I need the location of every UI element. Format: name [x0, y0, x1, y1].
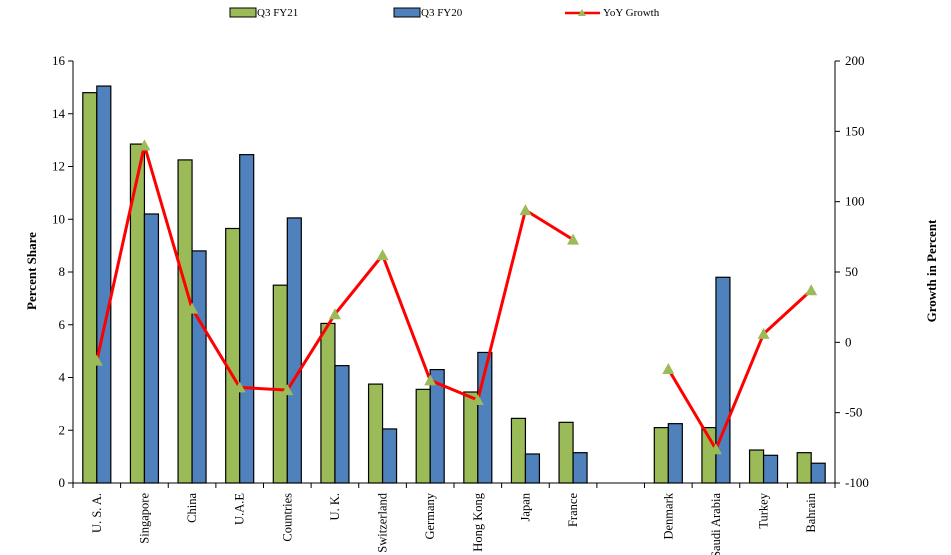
bar-q3-fy20-10	[572, 452, 588, 484]
category-labels: U. S. A. Singapore China U.A.E Countries U. K…	[90, 492, 818, 555]
bar-q3-fy20-14	[762, 454, 779, 484]
x-category-label: Singapore	[137, 493, 151, 544]
growth-marker-2	[186, 302, 199, 314]
growth-marker-13	[709, 443, 722, 455]
y-axis-title: Percent Share	[24, 232, 39, 310]
growth-marker-7	[424, 374, 437, 386]
bar-q3-fy21-15	[796, 452, 812, 484]
y2-tick-label: 150	[845, 123, 865, 138]
x-category-label: China	[185, 493, 199, 523]
bar-q3-fy21-14	[748, 449, 765, 484]
legend-swatch-q3fy20	[393, 7, 421, 18]
bar-q3-fy20-13	[715, 276, 731, 484]
x-category-label: Saudi Arabia	[709, 493, 723, 555]
bar-q3-fy20-7	[429, 368, 445, 484]
growth-line	[90, 139, 818, 455]
legend-swatch-q3fy21	[229, 7, 257, 18]
y-tick-label: 4	[59, 370, 66, 385]
x-category-label: U. K.	[328, 493, 342, 520]
growth-marker-9	[519, 204, 532, 216]
growth-marker-10	[567, 233, 580, 245]
y2-tick-label: -100	[845, 475, 869, 490]
axes: 0 2 4 6 8 10 12 14 16 -100 -50 0 50 100 150 200	[52, 53, 869, 490]
x-category-label: Switzerland	[376, 492, 390, 552]
bar-q3-fy20-5	[334, 365, 350, 484]
x-category-label: U.A.E	[233, 493, 247, 525]
growth-marker-5	[328, 308, 341, 320]
bar-q3-fy20-6	[381, 428, 398, 484]
growth-line-segment	[667, 289, 813, 451]
x-category-label: Turkey	[757, 492, 771, 528]
x-category-label: Countries	[280, 493, 294, 542]
growth-marker-1	[138, 139, 151, 151]
y2-tick-label: -50	[845, 405, 862, 420]
bar-q3-fy21-9	[510, 417, 527, 484]
x-category-label: France	[566, 493, 580, 527]
bar-q3-fy20-0	[96, 85, 112, 484]
y2-tick-label: 200	[845, 53, 865, 68]
y-tick-label: 2	[59, 422, 66, 437]
bar-q3-fy21-6	[367, 383, 384, 484]
x-category-label: Bahrain	[804, 492, 818, 532]
y-tick-label: 6	[59, 317, 66, 332]
x-category-label: Germany	[423, 492, 437, 539]
bar-q3-fy20-1	[143, 213, 160, 484]
bar-q3-fy20-4	[286, 217, 302, 484]
bar-q3-fy21-10	[558, 421, 574, 484]
growth-marker-4	[281, 384, 294, 396]
bars	[82, 85, 826, 484]
bar-q3-fy20-12	[667, 423, 683, 484]
legend-label-q3fy20: Q3 FY20	[421, 7, 463, 19]
bar-q3-fy21-8	[463, 391, 479, 484]
bar-q3-fy20-9	[524, 453, 541, 484]
growth-marker-15	[805, 284, 818, 296]
growth-marker-6	[376, 249, 389, 261]
x-category-label: U. S. A.	[90, 493, 104, 533]
legend-marker-yoy	[578, 9, 586, 16]
y2-tick-label: 0	[845, 334, 852, 349]
growth-marker-3	[233, 381, 246, 393]
y2-tick-label: 50	[845, 264, 858, 279]
legend-label-yoy: YoY Growth	[603, 7, 660, 19]
y2-tick-label: 100	[845, 194, 865, 209]
y-tick-label: 14	[52, 106, 66, 121]
y-tick-label: 16	[52, 53, 66, 68]
x-category-label: Denmark	[661, 492, 675, 539]
bar-q3-fy21-4	[272, 284, 288, 484]
bar-q3-fy20-15	[810, 462, 826, 484]
legend-label-q3fy21: Q3 FY21	[257, 7, 298, 19]
bar-q3-fy21-3	[225, 227, 241, 484]
y-tick-label: 8	[59, 264, 66, 279]
bar-q3-fy21-5	[320, 322, 336, 484]
y-tick-label: 0	[59, 475, 66, 490]
growth-marker-14	[757, 327, 770, 339]
x-category-label: Japan	[518, 492, 532, 521]
bar-q3-fy21-0	[82, 92, 98, 484]
y2-axis-title: Growth in Percent	[924, 219, 939, 322]
y-tick-label: 12	[52, 159, 65, 174]
legend: Q3 FY21 Q3 FY20 YoY Growth	[229, 7, 660, 19]
bar-q3-fy21-7	[415, 388, 431, 484]
growth-marker-12	[662, 363, 675, 375]
bar-q3-fy20-3	[239, 154, 255, 484]
bar-q3-fy21-2	[177, 159, 193, 484]
growth-marker-8	[471, 394, 484, 406]
y-tick-label: 10	[52, 211, 65, 226]
growth-marker-0	[90, 354, 103, 366]
x-category-label: Hong Kong	[471, 492, 485, 551]
bar-q3-fy20-2	[191, 250, 207, 484]
bar-q3-fy21-12	[653, 427, 669, 484]
